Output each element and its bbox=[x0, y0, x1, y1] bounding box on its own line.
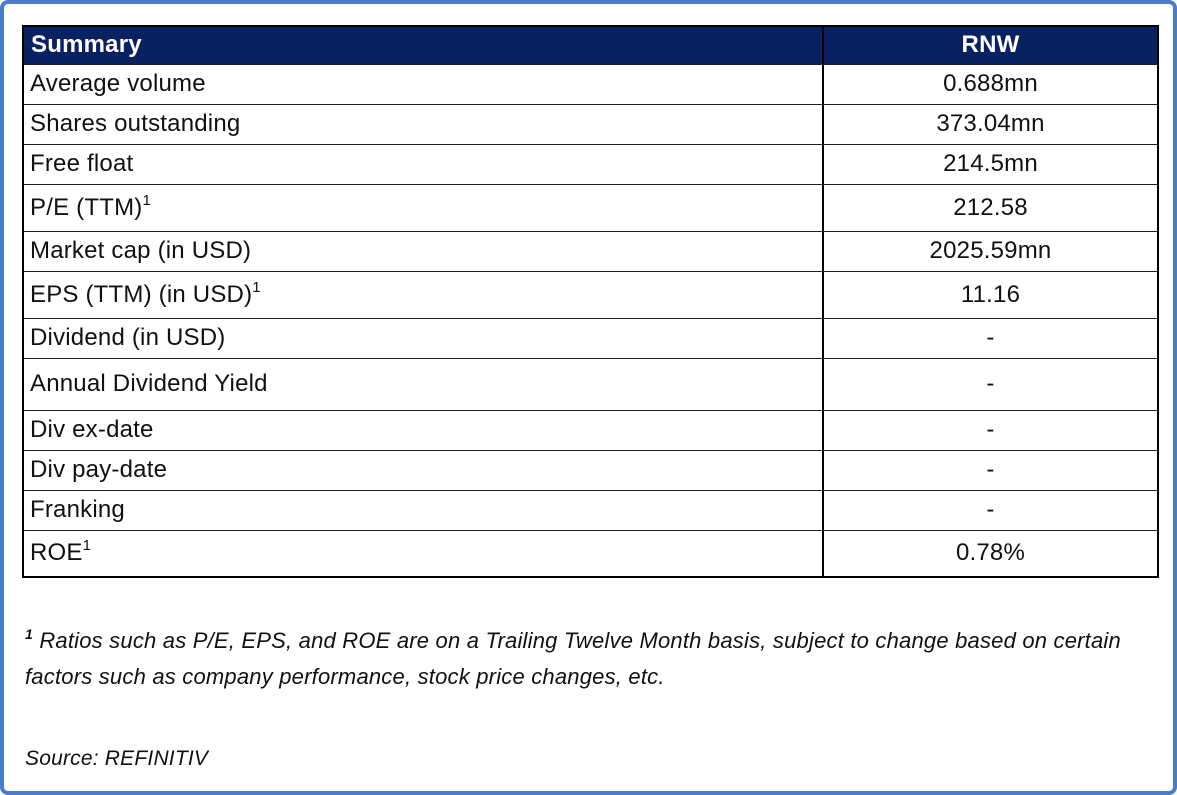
table-row: Average volume 0.688mn bbox=[22, 63, 1159, 105]
metric-label: Free float bbox=[22, 143, 824, 185]
table-row: Div ex-date - bbox=[22, 409, 1159, 451]
column-header-summary: Summary bbox=[22, 25, 824, 65]
table-row: P/E (TTM)1 212.58 bbox=[22, 183, 1159, 232]
table-row: ROE1 0.78% bbox=[22, 529, 1159, 578]
metric-label: Shares outstanding bbox=[22, 103, 824, 145]
metric-value: 2025.59mn bbox=[822, 230, 1159, 272]
metric-label: Dividend (in USD) bbox=[22, 317, 824, 359]
metric-value: 214.5mn bbox=[822, 143, 1159, 185]
metric-value: 0.688mn bbox=[822, 63, 1159, 105]
metric-value: - bbox=[822, 317, 1159, 359]
metric-label: ROE1 bbox=[22, 529, 824, 578]
footnote: 1 Ratios such as P/E, EPS, and ROE are o… bbox=[25, 623, 1135, 695]
footnote-superscript: 1 bbox=[25, 626, 33, 642]
report-content: Summary RNW Average volume 0.688mn Share… bbox=[22, 25, 1159, 770]
metric-label: Market cap (in USD) bbox=[22, 230, 824, 272]
table-row: EPS (TTM) (in USD)1 11.16 bbox=[22, 270, 1159, 319]
source-attribution: Source: REFINITIV bbox=[25, 747, 209, 770]
metric-label: P/E (TTM)1 bbox=[22, 183, 824, 232]
metric-value: - bbox=[822, 449, 1159, 491]
metric-value: - bbox=[822, 489, 1159, 531]
table-row: Free float 214.5mn bbox=[22, 143, 1159, 185]
footnote-text: Ratios such as P/E, EPS, and ROE are on … bbox=[25, 628, 1121, 689]
table-body: Average volume 0.688mn Shares outstandin… bbox=[22, 63, 1159, 578]
metric-value: 373.04mn bbox=[822, 103, 1159, 145]
metric-value: - bbox=[822, 357, 1159, 411]
table-row: Franking - bbox=[22, 489, 1159, 531]
metric-label: Div ex-date bbox=[22, 409, 824, 451]
metric-value: - bbox=[822, 409, 1159, 451]
metric-value: 11.16 bbox=[822, 270, 1159, 319]
table-row: Annual Dividend Yield - bbox=[22, 357, 1159, 411]
table-row: Market cap (in USD) 2025.59mn bbox=[22, 230, 1159, 272]
table-row: Dividend (in USD) - bbox=[22, 317, 1159, 359]
summary-table: Summary RNW Average volume 0.688mn Share… bbox=[22, 25, 1159, 578]
metric-label: Average volume bbox=[22, 63, 824, 105]
metric-label: Div pay-date bbox=[22, 449, 824, 491]
metric-label: EPS (TTM) (in USD)1 bbox=[22, 270, 824, 319]
table-header-row: Summary RNW bbox=[22, 25, 1159, 65]
metric-value: 0.78% bbox=[822, 529, 1159, 578]
metric-label: Annual Dividend Yield bbox=[22, 357, 824, 411]
table-row: Shares outstanding 373.04mn bbox=[22, 103, 1159, 145]
metric-label: Franking bbox=[22, 489, 824, 531]
table-row: Div pay-date - bbox=[22, 449, 1159, 491]
column-header-ticker: RNW bbox=[822, 25, 1159, 65]
metric-value: 212.58 bbox=[822, 183, 1159, 232]
